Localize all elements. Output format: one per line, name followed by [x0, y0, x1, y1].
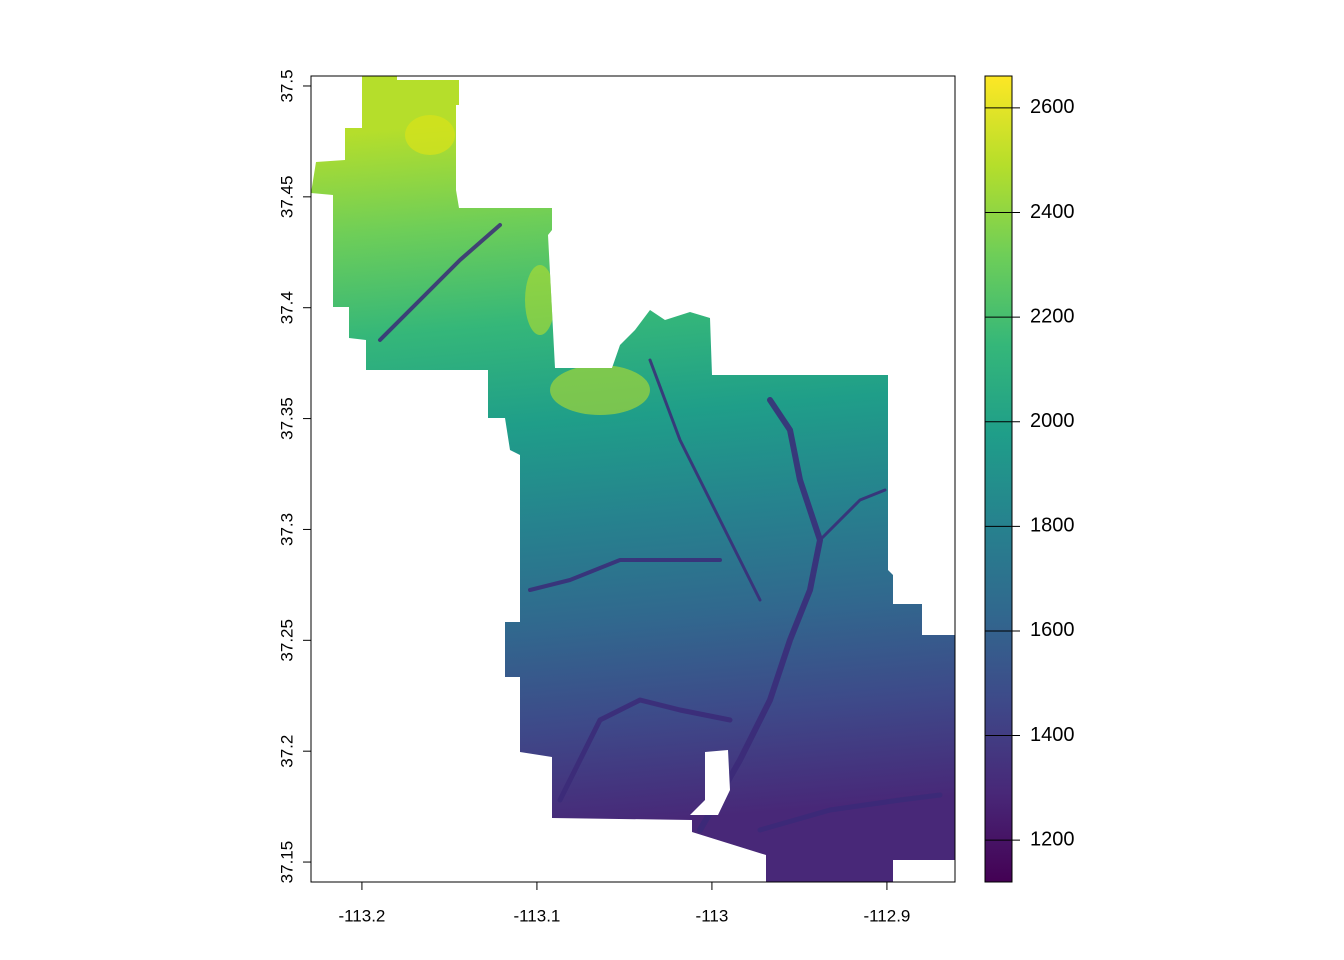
x-tick-label: -113.2: [338, 906, 385, 925]
x-tick-label: -113: [696, 906, 729, 925]
colorbar-ramp: [984, 75, 1013, 883]
y-tick-label: 37.2: [277, 735, 296, 768]
y-tick-label: 37.3: [277, 513, 296, 546]
colorbar-tick-label: 1200: [1030, 828, 1075, 850]
x-tick-label: -113.1: [513, 906, 560, 925]
colorbar-tick-label: 1600: [1030, 619, 1075, 641]
colorbar-tick-label: 2000: [1030, 410, 1075, 432]
colorbar: 1200 1400 1600 1800 2000 2200 2400 2600: [984, 75, 1075, 883]
colorbar-tick-label: 1800: [1030, 515, 1075, 537]
y-tick-label: 37.5: [277, 69, 296, 102]
colorbar-tick-label: 2200: [1030, 305, 1075, 327]
elevation-raster: [311, 76, 955, 882]
colorbar-tick-label: 1400: [1030, 724, 1075, 746]
colorbar-tick-label: 2600: [1030, 96, 1075, 118]
y-tick-label: 37.35: [277, 397, 296, 440]
y-tick-label: 37.15: [277, 841, 296, 884]
y-tick-label: 37.25: [277, 619, 296, 662]
x-tick-label: -112.9: [863, 906, 910, 925]
map-frame: [310, 75, 956, 883]
y-tick-label: 37.45: [277, 176, 296, 219]
y-tick-label: 37.4: [277, 291, 296, 324]
colorbar-tick-label: 2400: [1030, 201, 1075, 223]
